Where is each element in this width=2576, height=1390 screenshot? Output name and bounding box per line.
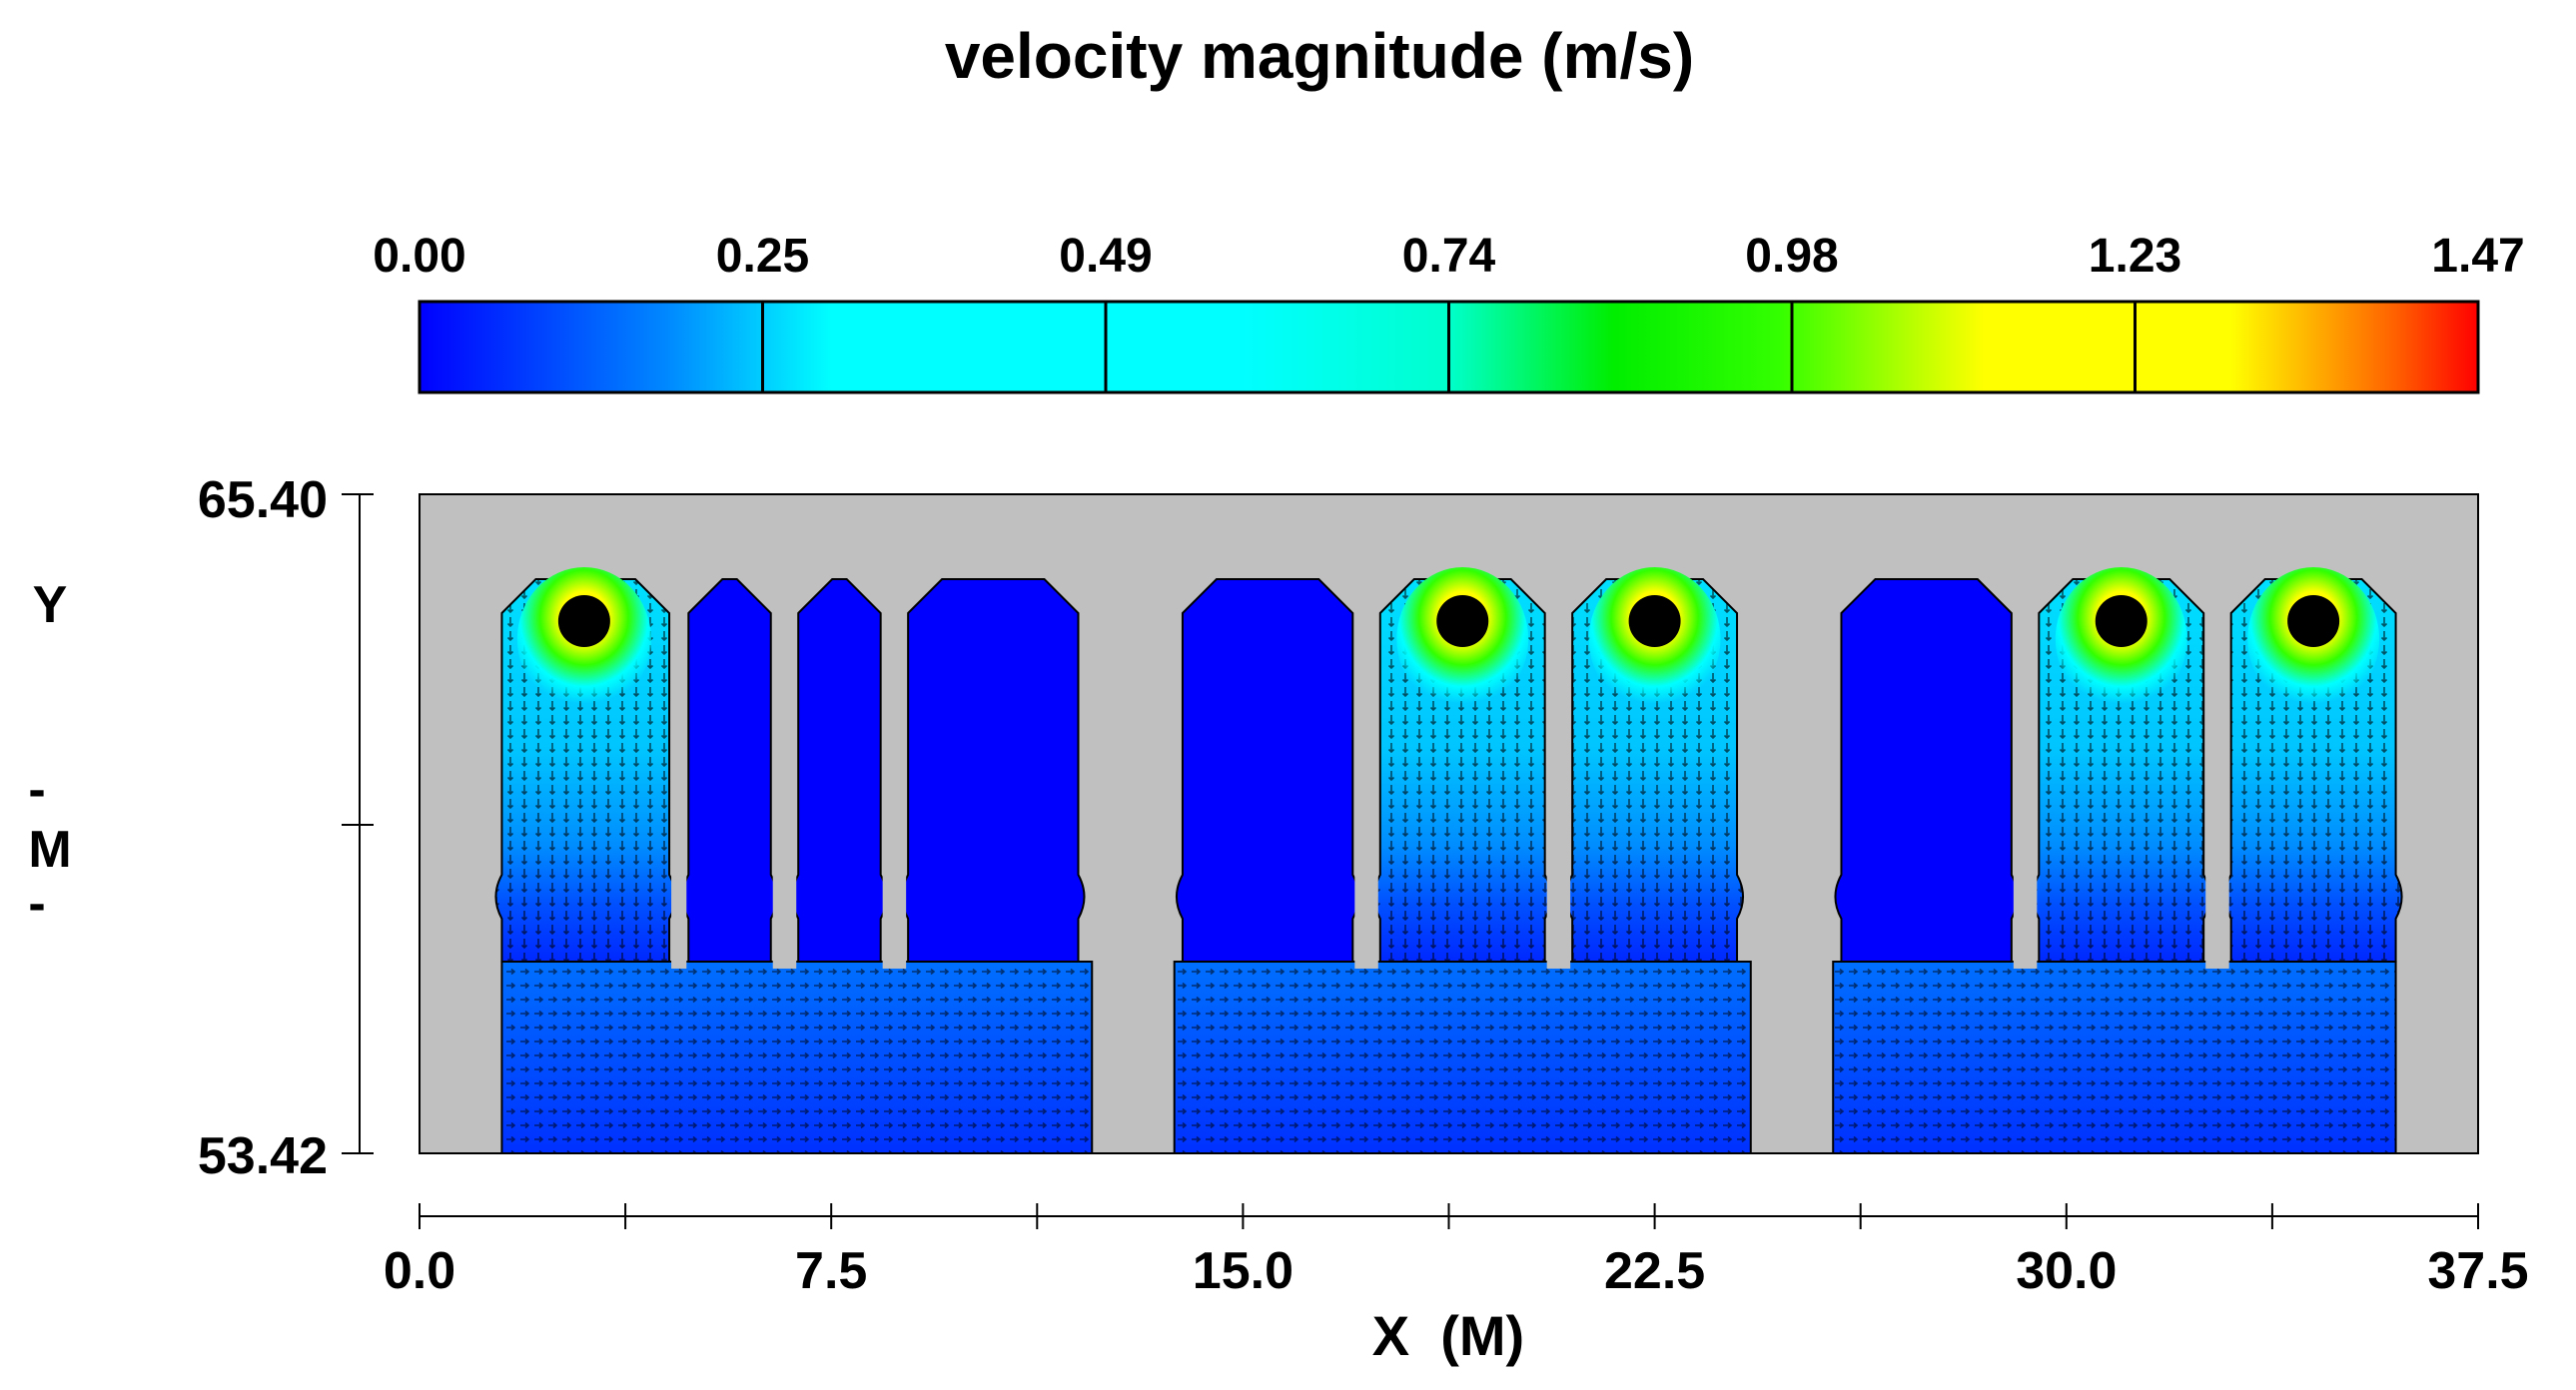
colorbar-tick-label: 0.25	[716, 230, 809, 283]
colorbar-tick-label: 0.49	[1059, 230, 1152, 283]
jet-vortex	[1436, 595, 1489, 647]
colorbar-tick-label: 1.23	[2089, 230, 2181, 283]
colorbar-tick-label: 0.74	[1402, 230, 1496, 283]
colorbar-tick-group: 0.00 0.25 0.49 0.74 0.98 1.23 1.47	[373, 230, 2525, 392]
flow-section	[1832, 567, 2403, 1154]
active-chamber	[2223, 567, 2403, 963]
y-axis-label-dash-top: -	[28, 761, 45, 819]
jet-vortex	[1628, 595, 1681, 647]
chamber-gap	[671, 579, 687, 969]
colorbar-tick-label: 0.98	[1745, 230, 1838, 283]
active-chamber	[1372, 567, 1552, 963]
stagnant-chamber	[681, 578, 778, 963]
active-chamber	[2032, 567, 2211, 963]
flow-sections	[494, 567, 2403, 1154]
base-flow-vectors	[1833, 962, 2396, 1153]
stagnant-chamber	[1834, 578, 2019, 963]
jet-vortex	[557, 595, 610, 647]
active-chamber	[1565, 567, 1745, 963]
chamber-gap	[2013, 579, 2038, 969]
x-tick-group: 0.0 7.5 15.0 22.5 30.0 37.5	[384, 1203, 2529, 1300]
chamber-shape	[1834, 578, 2019, 963]
colorbar-tick-label: 0.00	[373, 230, 465, 283]
chart-title: velocity magnitude (m/s)	[945, 20, 1694, 92]
chamber-gap	[882, 579, 907, 969]
jet-vortex	[2287, 595, 2340, 647]
y-axis-label-dash-bottom: -	[28, 875, 45, 933]
y-axis: 65.40 53.42 Y - M -	[28, 471, 374, 1185]
chamber-shape	[791, 578, 888, 963]
x-tick-label: 0.0	[384, 1242, 455, 1300]
jet-vortex	[2095, 595, 2147, 647]
y-axis-label-y: Y	[33, 576, 68, 634]
y-axis-label-unit: M	[28, 821, 71, 879]
x-tick-label: 37.5	[2427, 1242, 2528, 1300]
y-tick-label-bottom: 53.42	[198, 1127, 328, 1185]
x-tick-label: 22.5	[1604, 1242, 1705, 1300]
chamber-shape	[681, 578, 778, 963]
chamber-gap	[1546, 579, 1571, 969]
stagnant-chamber	[791, 578, 888, 963]
base-flow-vectors	[1174, 962, 1751, 1153]
x-tick-label: 30.0	[2016, 1242, 2117, 1300]
y-tick-label-top: 65.40	[198, 471, 328, 529]
base-flow-vectors	[501, 962, 1093, 1153]
colorbar: 0.00 0.25 0.49 0.74 0.98 1.23 1.47	[373, 230, 2525, 394]
flow-section	[494, 567, 1094, 1154]
chamber-shape	[901, 578, 1086, 963]
stagnant-chamber	[1175, 578, 1360, 963]
stagnant-chamber	[901, 578, 1086, 963]
x-tick-label: 7.5	[795, 1242, 867, 1300]
active-chamber	[494, 567, 677, 963]
chamber-gap	[2205, 579, 2229, 969]
colorbar-tick-label: 1.47	[2431, 230, 2524, 283]
x-axis: 0.0 7.5 15.0 22.5 30.0 37.5 X (M)	[384, 1203, 2529, 1367]
chamber-gap	[772, 579, 797, 969]
x-tick-label: 15.0	[1193, 1242, 1293, 1300]
flow-section	[1173, 567, 1752, 1154]
plot-area	[419, 493, 2479, 1154]
chamber-shape	[1175, 578, 1360, 963]
x-axis-label: X (M)	[1372, 1304, 1524, 1367]
chamber-gap	[1354, 579, 1378, 969]
